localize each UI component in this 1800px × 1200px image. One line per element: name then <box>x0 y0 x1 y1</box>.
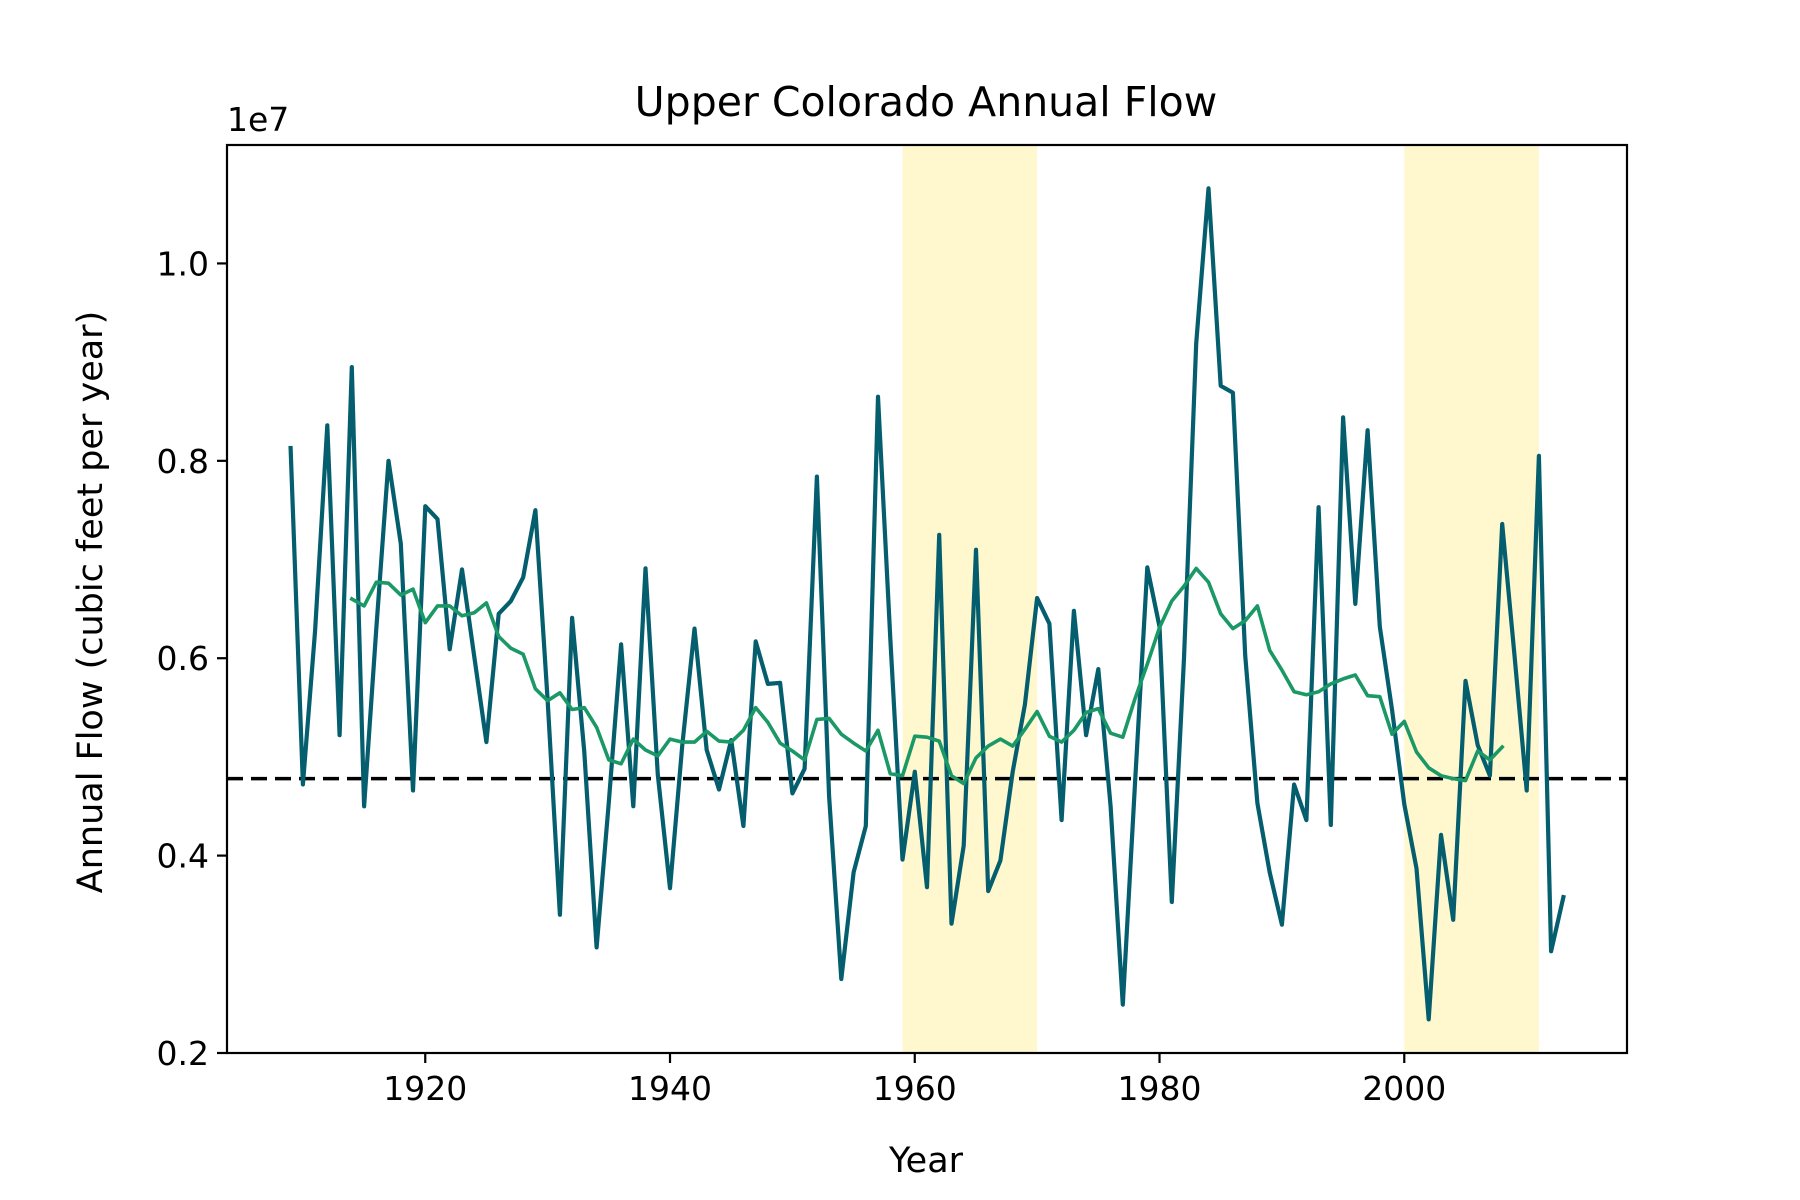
x-tick-label: 2000 <box>1362 1069 1446 1108</box>
series-lines <box>288 186 1566 1022</box>
y-tick-label: 1.0 <box>157 244 209 283</box>
shaded-regions <box>902 145 1539 1053</box>
x-tick-label: 1980 <box>1118 1069 1202 1108</box>
x-tick-label: 1940 <box>628 1069 712 1108</box>
x-axis-ticks: 1920 1940 1960 1980 2000 <box>383 1053 1446 1108</box>
y-axis-label: Annual Flow (cubic feet per year) <box>71 311 111 893</box>
y-axis-ticks: 0.2 0.4 0.6 0.8 1.0 <box>157 244 227 1073</box>
y-tick-label: 0.4 <box>157 837 209 876</box>
y-tick-label: 0.2 <box>157 1034 209 1073</box>
shaded-region-1 <box>902 145 1038 1053</box>
plot-frame <box>225 143 1629 1055</box>
shaded-region-2 <box>1404 145 1539 1053</box>
x-tick-label: 1960 <box>873 1069 957 1108</box>
series-line-1 <box>288 186 1566 1022</box>
x-axis-label: Year <box>888 1141 964 1181</box>
y-tick-label: 0.8 <box>157 442 209 481</box>
chart-title: Upper Colorado Annual Flow <box>635 78 1218 126</box>
series-line-2 <box>349 566 1505 786</box>
y-offset-label: 1e7 <box>227 100 289 139</box>
x-tick-label: 1920 <box>383 1069 467 1108</box>
y-tick-label: 0.6 <box>157 639 209 678</box>
